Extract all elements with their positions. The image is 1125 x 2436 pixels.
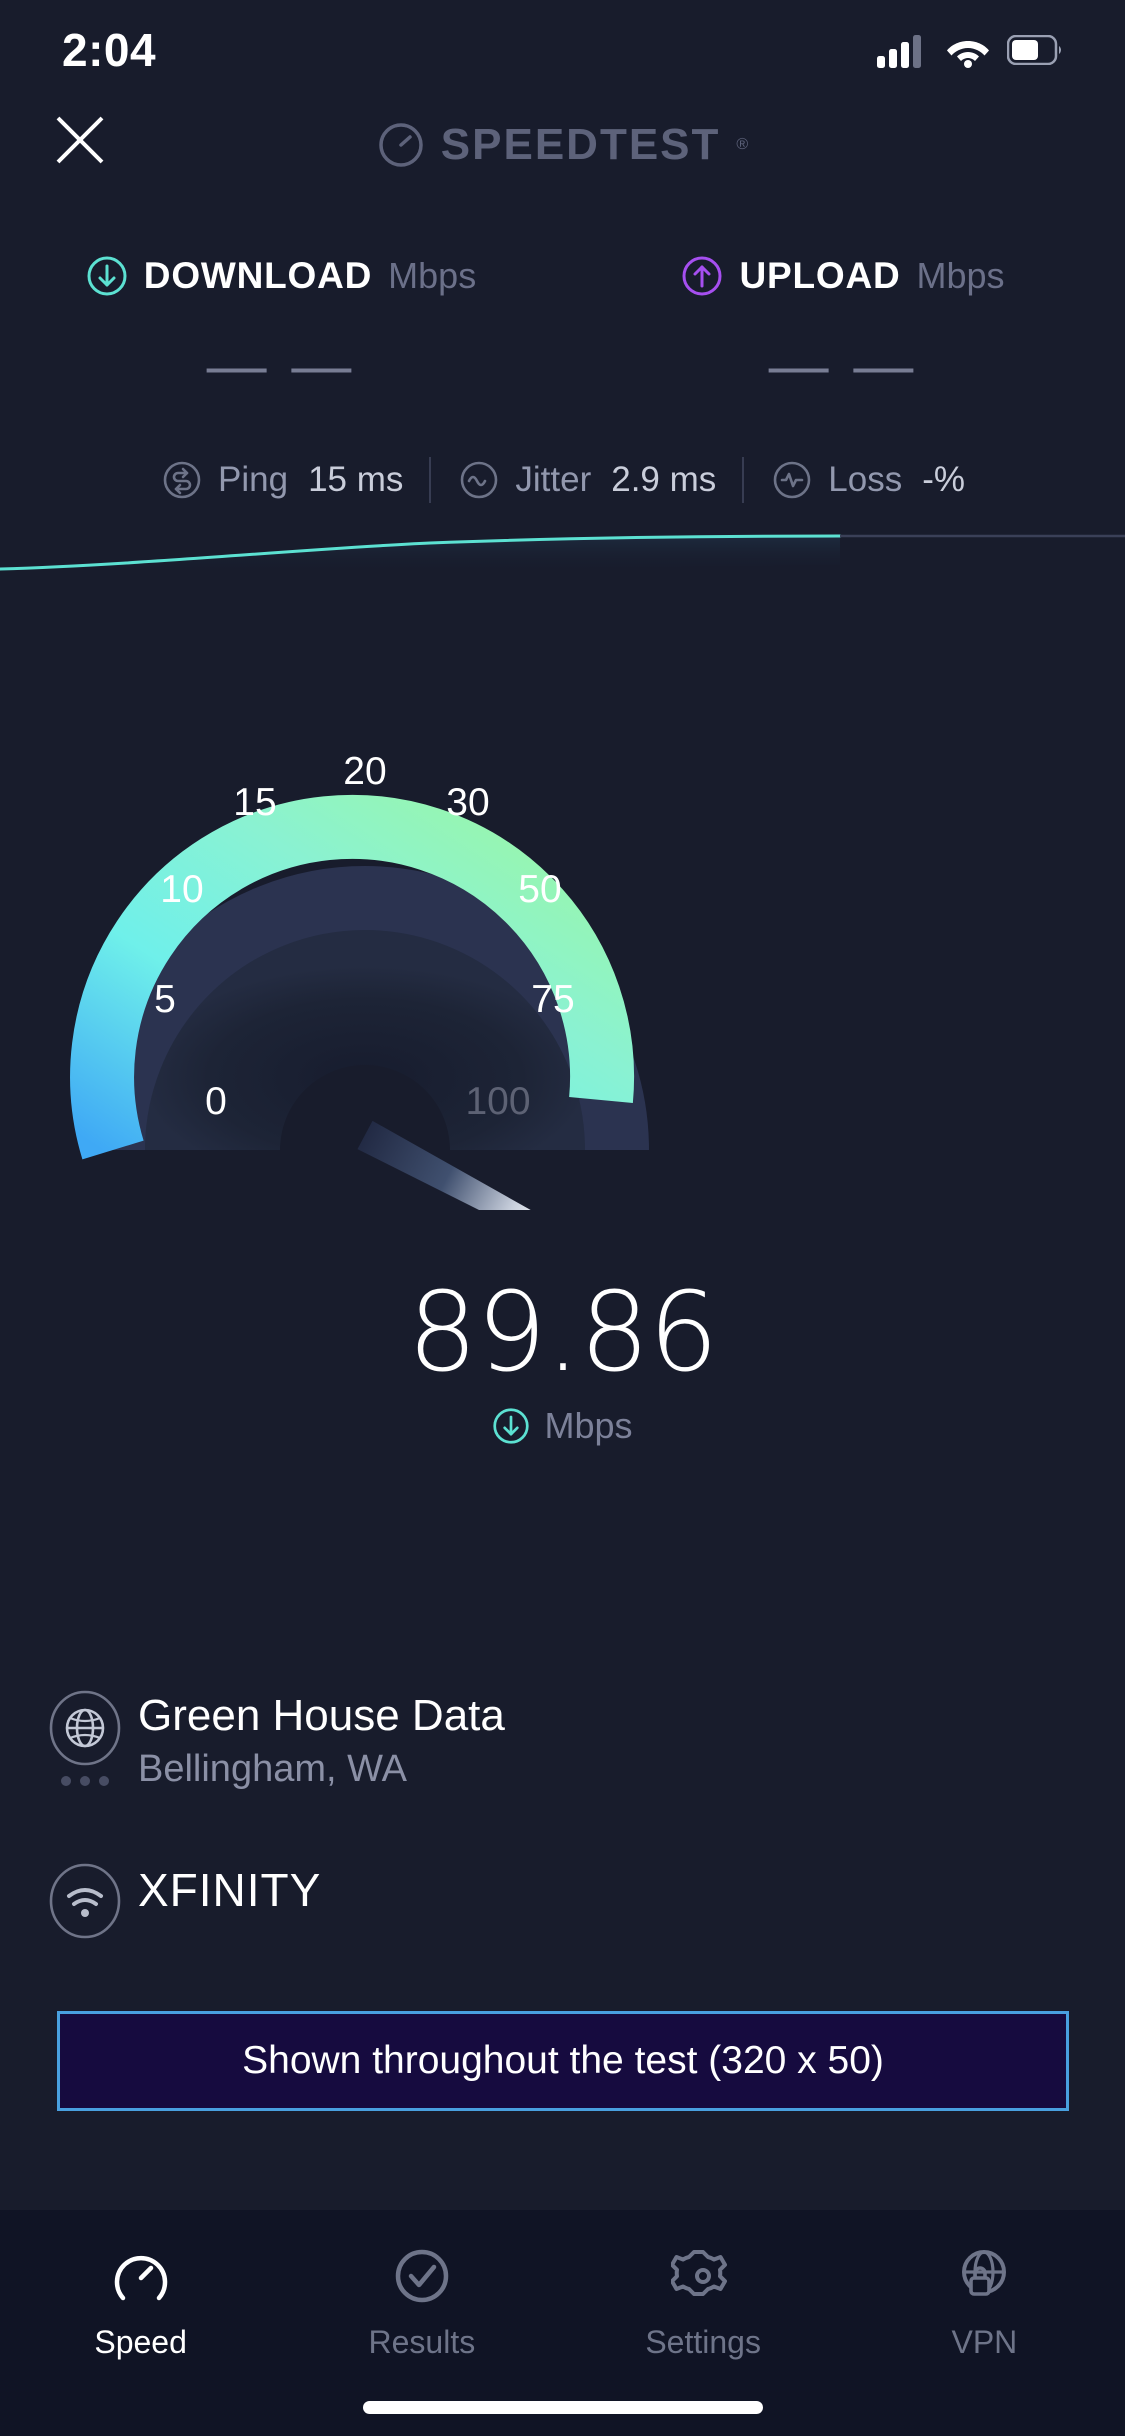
isp-row[interactable]: XFINITY <box>0 1863 1125 1939</box>
tab-settings[interactable]: Settings <box>563 2244 844 2361</box>
speedometer-icon <box>114 2255 167 2301</box>
isp-text: XFINITY <box>138 1863 321 1917</box>
upload-value: — — <box>768 332 918 399</box>
download-arrow-icon <box>493 1407 530 1444</box>
metric-loss-label: Loss <box>828 460 903 499</box>
gauge-fill-arc <box>70 794 635 1160</box>
speed-unit-row: Mbps <box>492 1404 633 1447</box>
brand-name: SPEEDTEST <box>440 120 721 169</box>
download-block: DOWNLOAD Mbps — — <box>0 255 562 401</box>
close-icon <box>56 116 104 164</box>
battery-icon <box>1007 35 1061 65</box>
tab-settings-label: Settings <box>645 2324 761 2360</box>
upload-arrow-icon <box>682 256 722 296</box>
speed-readout: 89.86 Mbps <box>0 1268 1125 1447</box>
status-time: 2:04 <box>62 24 157 76</box>
metric-loss: Loss -% <box>744 458 991 502</box>
cellular-signal-icon <box>877 35 921 68</box>
isp-icon-wrap <box>40 1863 130 1939</box>
network-metrics: Ping 15 ms Jitter 2.9 ms Loss -% <box>0 440 1125 520</box>
vpn-globe-lock-icon <box>962 2250 1007 2296</box>
download-arrow-icon <box>87 256 127 296</box>
dot <box>99 1776 109 1786</box>
upload-block: UPLOAD Mbps — — <box>562 255 1124 401</box>
upload-label: UPLOAD <box>739 255 901 296</box>
transfer-summary: DOWNLOAD Mbps — — UPLOAD Mbps — — <box>0 255 1125 401</box>
gauge-svg <box>70 794 649 1241</box>
download-label-row: DOWNLOAD Mbps <box>86 255 476 297</box>
tab-results[interactable]: Results <box>281 2244 562 2361</box>
metric-loss-value: -% <box>922 460 965 499</box>
gauge-tick-20: 20 <box>343 750 387 793</box>
download-value: — — <box>206 332 356 399</box>
bottom-tab-bar: Speed Results Settings VPN <box>0 2210 1125 2436</box>
status-indicators <box>877 32 1063 68</box>
status-bar: 2:04 <box>0 0 1125 100</box>
metric-ping-value: 15 ms <box>308 460 404 499</box>
metric-ping-label: Ping <box>218 460 289 499</box>
graph-line <box>0 534 842 571</box>
gauge-tick-0: 0 <box>205 1080 227 1123</box>
speed-graph <box>0 534 1125 575</box>
server-name: Green House Data <box>138 1691 505 1740</box>
server-text: Green House Data Bellingham, WA <box>138 1690 505 1791</box>
gauge-tick-75: 75 <box>531 978 575 1021</box>
download-label: DOWNLOAD <box>143 255 373 296</box>
upload-unit: Mbps <box>916 255 1005 296</box>
metric-jitter: Jitter 2.9 ms <box>431 458 742 502</box>
close-button[interactable] <box>40 100 120 180</box>
jitter-icon <box>461 461 498 499</box>
ad-banner[interactable]: Shown throughout the test (320 x 50) <box>57 2011 1069 2111</box>
brand-trademark: ® <box>736 136 749 153</box>
globe-icon <box>49 1690 121 1766</box>
gauge-tick-50: 50 <box>518 868 562 911</box>
speed-value: 89.86 <box>407 1268 719 1396</box>
isp-name: XFINITY <box>138 1863 322 1916</box>
download-unit: Mbps <box>388 255 477 296</box>
ping-icon <box>163 461 201 499</box>
gauge-tick-15: 15 <box>233 781 277 824</box>
dot <box>61 1776 71 1786</box>
gauge-tick-100: 100 <box>465 1080 531 1123</box>
metric-divider <box>429 457 432 503</box>
speed-gauge: 20 15 30 10 50 5 75 0 100 <box>0 690 1125 1241</box>
wifi-icon <box>947 41 989 68</box>
gauge-dial <box>130 915 600 1153</box>
tab-speed[interactable]: Speed <box>0 2244 281 2361</box>
tab-vpn-label: VPN <box>951 2324 1018 2360</box>
loss-icon <box>773 461 811 499</box>
metric-jitter-label: Jitter <box>515 460 592 499</box>
tab-vpn[interactable]: VPN <box>844 2244 1125 2361</box>
app-header: SPEEDTEST ® <box>0 100 1125 190</box>
server-location: Bellingham, WA <box>138 1747 407 1790</box>
check-circle-icon <box>395 2249 449 2303</box>
metric-divider <box>742 457 745 503</box>
dot <box>80 1776 90 1786</box>
tab-results-label: Results <box>368 2324 476 2360</box>
wifi-circle-icon <box>49 1863 121 1939</box>
ad-banner-text: Shown throughout the test (320 x 50) <box>242 2039 884 2082</box>
metric-jitter-value: 2.9 ms <box>611 460 717 499</box>
server-row[interactable]: Green House Data Bellingham, WA <box>0 1690 1125 1791</box>
brand-logo: SPEEDTEST ® <box>377 120 748 170</box>
speedtest-logo-icon <box>379 123 423 167</box>
gauge-tick-30: 30 <box>446 781 490 824</box>
speed-unit: Mbps <box>544 1404 633 1446</box>
server-icon-wrap <box>40 1690 130 1786</box>
tab-speed-label: Speed <box>94 2324 187 2360</box>
gear-icon <box>671 2250 728 2296</box>
home-indicator <box>362 2401 763 2414</box>
gauge-tick-10: 10 <box>160 868 204 911</box>
connection-info: Green House Data Bellingham, WA XFINITY <box>0 1690 1125 1939</box>
upload-label-row: UPLOAD Mbps <box>681 255 1005 297</box>
server-loading-dots <box>61 1776 109 1786</box>
metric-ping: Ping 15 ms <box>134 458 429 502</box>
gauge-tick-5: 5 <box>154 978 176 1021</box>
